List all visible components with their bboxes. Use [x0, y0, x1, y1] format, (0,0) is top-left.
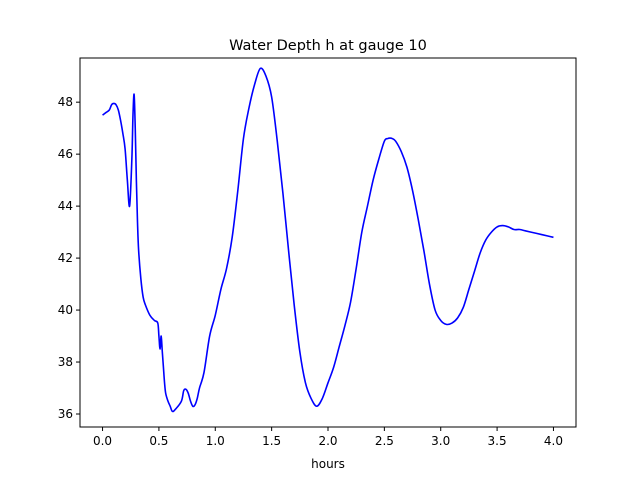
ticks-layer: 0.0 0.5 1.0 1.5 2.0 2.5 3.0 3.5 4.0 36 38 40 42 44 46 4… — [58, 95, 563, 448]
chart-title: Water Depth h at gauge 10 — [229, 38, 427, 54]
y-tick-label: 36 — [58, 407, 73, 421]
y-tick-label: 44 — [58, 199, 73, 213]
x-tick-label: 3.5 — [488, 434, 507, 448]
x-tick-label: 3.0 — [431, 434, 450, 448]
y-tick-label: 46 — [58, 147, 73, 161]
x-tick-label: 1.0 — [206, 434, 225, 448]
series-layer — [102, 67, 554, 413]
y-tick-label: 40 — [58, 303, 73, 317]
series-line — [102, 67, 554, 413]
x-tick-label: 0.0 — [93, 434, 112, 448]
y-tick-label: 48 — [58, 95, 73, 109]
plot-frame — [79, 57, 577, 428]
x-tick-label: 4.0 — [544, 434, 563, 448]
x-tick-label: 2.5 — [375, 434, 394, 448]
x-axis-label: hours — [311, 457, 345, 471]
y-tick-label: 42 — [58, 251, 73, 265]
x-tick-label: 0.5 — [149, 434, 168, 448]
x-tick-label: 1.5 — [262, 434, 281, 448]
y-tick-label: 38 — [58, 355, 73, 369]
x-tick-label: 2.0 — [318, 434, 337, 448]
